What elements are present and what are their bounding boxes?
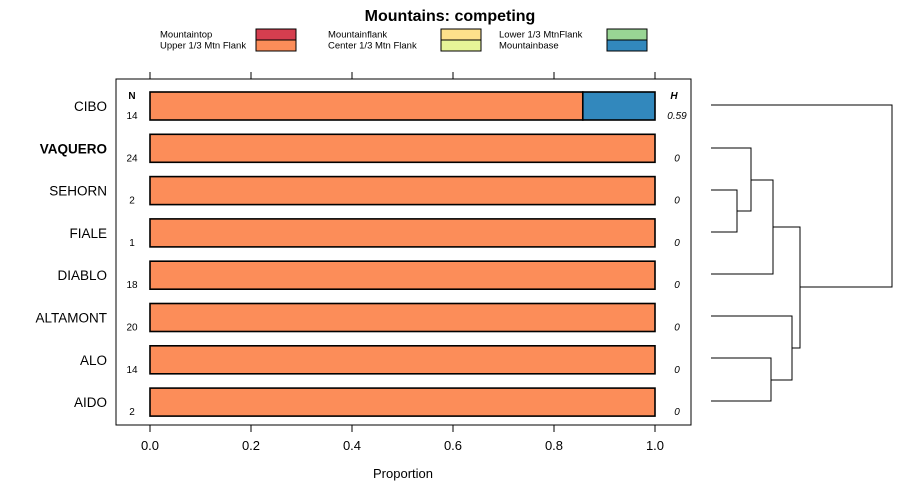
bars-group	[149, 91, 656, 417]
category-label: FIALE	[69, 226, 107, 241]
bar-segment	[581, 91, 656, 121]
dendrogram	[711, 104, 893, 402]
n-value: 14	[126, 111, 138, 122]
category-label: DIABLO	[57, 268, 107, 283]
legend-label: Mountaintop	[160, 30, 212, 41]
category-label: AIDO	[74, 395, 107, 410]
n-column-header: N	[128, 91, 135, 102]
bar-segment	[149, 260, 656, 291]
x-tick-label: 0.8	[545, 438, 563, 453]
dendrogram-branch	[711, 189, 738, 233]
legend-swatch	[255, 28, 297, 41]
category-label: ALO	[80, 353, 107, 368]
axes-group: 0.0 0.2 0.4 0.6 0.8 1.0	[141, 72, 664, 453]
bar-segment	[149, 387, 656, 417]
dendrogram-branch	[773, 226, 801, 349]
h-value: 0	[674, 196, 680, 207]
n-value: 14	[126, 365, 138, 376]
x-tick-label: 0.2	[242, 438, 260, 453]
x-tick-label: 1.0	[646, 438, 664, 453]
dendrogram-branch	[711, 179, 774, 275]
n-value: 2	[129, 407, 135, 418]
dendrogram-branch	[711, 147, 752, 212]
legend-swatch	[440, 28, 482, 41]
x-tick-label: 0.4	[343, 438, 361, 453]
bar-segment	[149, 175, 656, 206]
h-value: 0	[674, 280, 680, 291]
legend-label: Mountainflank	[328, 30, 387, 41]
h-value: 0	[674, 153, 680, 164]
dendrogram-branch	[711, 357, 772, 402]
legend-label: Center 1/3 Mtn Flank	[328, 41, 417, 52]
h-value: 0.59	[667, 111, 687, 122]
dendrogram-branch	[711, 315, 793, 381]
legend-swatch	[440, 39, 482, 52]
bar-segment	[149, 218, 656, 248]
category-label: ALTAMONT	[35, 311, 107, 326]
chart-title: Mountains: competing	[365, 8, 536, 25]
legend-label: Lower 1/3 MtnFlank	[499, 30, 583, 41]
category-label: SEHORN	[49, 184, 107, 199]
legend-swatch	[255, 39, 297, 52]
h-column-header: H	[670, 91, 678, 102]
x-tick-label: 0.6	[444, 438, 462, 453]
legend-swatch	[606, 28, 648, 41]
dendrogram-branch	[711, 104, 893, 288]
n-value: 20	[126, 323, 138, 334]
legend-label: Upper 1/3 Mtn Flank	[160, 41, 246, 52]
legend-swatch	[606, 39, 648, 52]
category-label: VAQUERO	[40, 141, 107, 156]
bar-segment	[149, 91, 584, 121]
x-tick-label: 0.0	[141, 438, 159, 453]
bar-segment	[149, 302, 656, 333]
n-value: 2	[129, 196, 135, 207]
bar-segment	[149, 344, 656, 375]
h-value: 0	[674, 365, 680, 376]
plot-frame	[115, 78, 692, 426]
n-value: 24	[126, 153, 138, 164]
h-value: 0	[674, 407, 680, 418]
h-value: 0	[674, 238, 680, 249]
h-value: 0	[674, 323, 680, 334]
legend-label: Mountainbase	[499, 41, 559, 52]
bar-segment	[149, 133, 656, 164]
n-value: 18	[126, 280, 138, 291]
category-label: CIBO	[74, 99, 107, 114]
x-axis-label: Proportion	[373, 466, 433, 481]
n-value: 1	[129, 238, 135, 249]
